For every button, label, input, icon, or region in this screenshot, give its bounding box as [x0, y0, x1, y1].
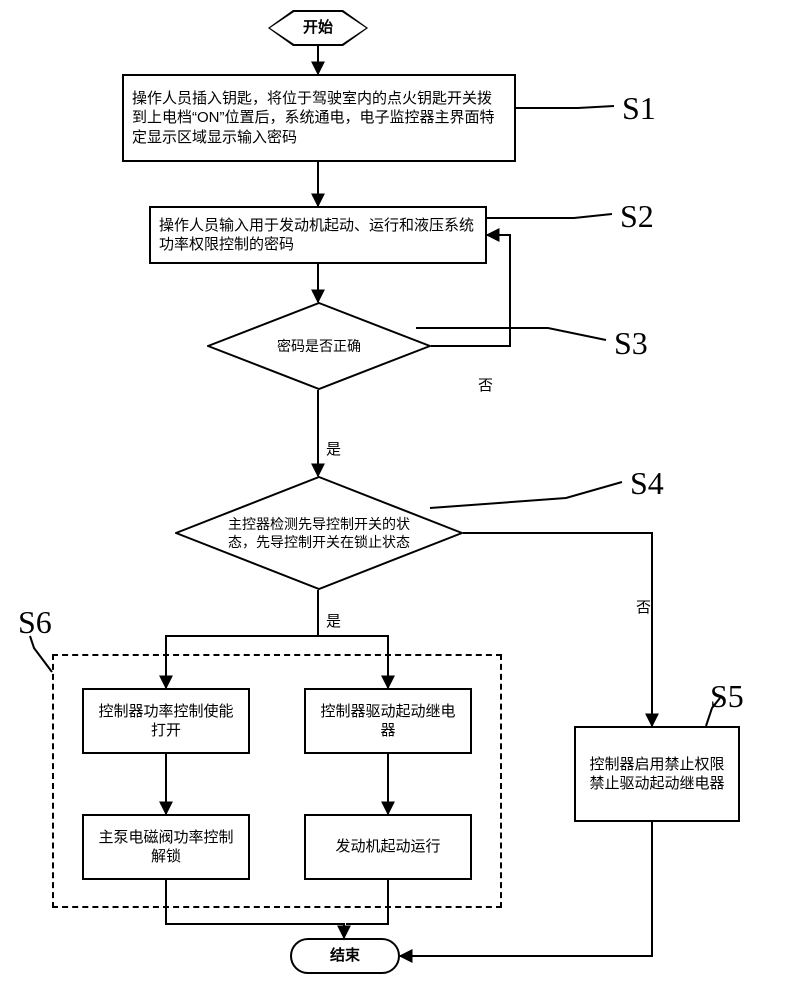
s4-label: S4 [630, 465, 664, 502]
s6-box-a-text: 控制器功率控制使能打开 [92, 702, 240, 741]
s3-yes-label: 是 [326, 438, 341, 459]
s4-no-label: 否 [636, 596, 651, 617]
s4-decision: 主控器检测先导控制开关的状态，先导控制开关在锁止状态 [175, 476, 463, 590]
s3-label: S3 [614, 325, 648, 362]
s5-label: S5 [710, 678, 744, 715]
s3-text: 密码是否正确 [251, 337, 387, 355]
s6-box-a: 控制器功率控制使能打开 [82, 688, 250, 754]
start-text: 开始 [303, 18, 333, 38]
s3-no-label: 否 [478, 374, 493, 395]
s6-box-b: 主泵电磁阀功率控制解锁 [82, 814, 250, 880]
s6-label: S6 [18, 604, 52, 641]
s4-yes-label: 是 [326, 610, 341, 631]
s6-box-d: 发动机起动运行 [304, 814, 472, 880]
s5-text: 控制器启用禁止权限禁止驱动起动继电器 [584, 755, 730, 794]
s2-label: S2 [620, 198, 654, 235]
s2-text: 操作人员输入用于发动机起动、运行和液压系统功率权限控制的密码 [159, 216, 477, 255]
s4-text: 主控器检测先导控制开关的状态，先导控制开关在锁止状态 [175, 515, 463, 551]
s2-box: 操作人员输入用于发动机起动、运行和液压系统功率权限控制的密码 [149, 206, 487, 264]
s6-box-c: 控制器驱动起动继电器 [304, 688, 472, 754]
end-node: 结束 [290, 938, 400, 974]
s3-decision: 密码是否正确 [207, 302, 431, 390]
s1-label: S1 [622, 90, 656, 127]
s6-box-d-text: 发动机起动运行 [335, 837, 440, 857]
s6-box-b-text: 主泵电磁阀功率控制解锁 [92, 828, 240, 867]
s1-box: 操作人员插入钥匙，将位于驾驶室内的点火钥匙开关拨到上电档“ON”位置后，系统通电… [122, 74, 516, 162]
s5-box: 控制器启用禁止权限禁止驱动起动继电器 [574, 726, 740, 822]
s1-text: 操作人员插入钥匙，将位于驾驶室内的点火钥匙开关拨到上电档“ON”位置后，系统通电… [132, 89, 506, 148]
start-node: 开始 [268, 10, 368, 46]
end-text: 结束 [330, 946, 360, 966]
s6-box-c-text: 控制器驱动起动继电器 [314, 702, 462, 741]
